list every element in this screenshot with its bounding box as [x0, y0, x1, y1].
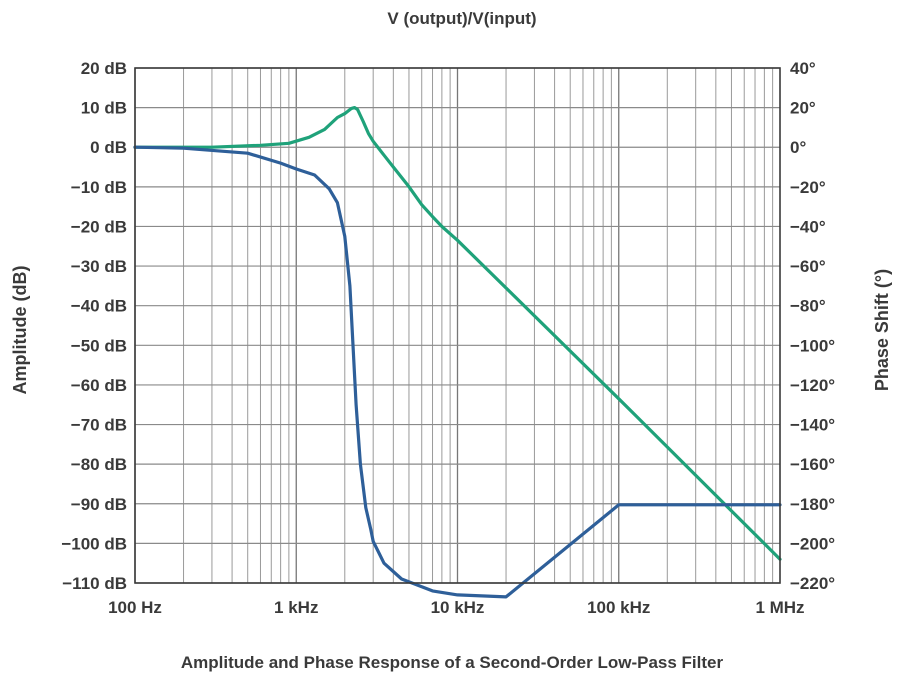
- amplitude-series-line: [133, 105, 782, 561]
- y-left-tick-label: 10 dB: [81, 99, 127, 118]
- x-tick-label: 1 MHz: [755, 598, 804, 617]
- y-left-tick-label: −10 dB: [71, 178, 127, 197]
- chart-caption: Amplitude and Phase Response of a Second…: [181, 653, 724, 672]
- plot-frame: [134, 67, 781, 584]
- y-axis-right-title: Phase Shift (°): [872, 269, 892, 391]
- y-left-tick-label: 20 dB: [81, 59, 127, 78]
- x-tick-label: 100 kHz: [587, 598, 650, 617]
- y-right-tick-label: 0°: [790, 138, 806, 157]
- gridlines: [134, 67, 780, 584]
- y-right-tick-label: −140°: [790, 416, 835, 435]
- y-left-tick-label: −110 dB: [62, 574, 127, 593]
- y-left-tick-labels: 20 dB 10 dB 0 dB −10 dB −20 dB −30 dB −40 dB −5…: [61, 59, 127, 593]
- x-tick-label: 10 kHz: [431, 598, 485, 617]
- y-right-tick-label: −80°: [790, 297, 826, 316]
- y-right-tick-label: −180°: [790, 495, 835, 514]
- y-right-tick-label: −20°: [790, 178, 826, 197]
- y-right-tick-label: 40°: [790, 59, 816, 78]
- x-tick-label: 100 Hz: [108, 598, 162, 617]
- y-left-tick-label: −100 dB: [61, 534, 127, 553]
- series-lines: [133, 105, 782, 599]
- x-tick-label: 1 kHz: [274, 598, 318, 617]
- y-left-tick-label: −70 dB: [71, 416, 127, 435]
- phase-series-line: [133, 145, 782, 599]
- y-left-tick-label: −50 dB: [71, 336, 127, 355]
- y-right-tick-label: −120°: [790, 376, 835, 395]
- y-right-tick-labels: 40° 20° 0° −20° −40° −60° −80° −100° −120° −140° −…: [790, 59, 835, 593]
- y-left-tick-label: −60 dB: [71, 376, 127, 395]
- y-left-tick-label: 0 dB: [90, 138, 127, 157]
- y-right-tick-label: −60°: [790, 257, 826, 276]
- y-left-tick-label: −40 dB: [71, 297, 127, 316]
- y-right-tick-label: −40°: [790, 217, 826, 236]
- chart-title: V (output)/V(input): [387, 9, 536, 28]
- y-right-tick-label: 20°: [790, 99, 816, 118]
- y-left-tick-label: −20 dB: [71, 217, 127, 236]
- y-right-tick-label: −100°: [790, 336, 835, 355]
- y-left-tick-label: −80 dB: [71, 455, 127, 474]
- x-tick-labels: 100 Hz 1 kHz 10 kHz 100 kHz 1 MHz: [108, 598, 805, 617]
- y-axis-left-title: Amplitude (dB): [10, 266, 30, 395]
- y-right-tick-label: −220°: [790, 574, 835, 593]
- y-left-tick-label: −30 dB: [71, 257, 127, 276]
- y-left-tick-label: −90 dB: [71, 495, 127, 514]
- y-right-tick-label: −160°: [790, 455, 835, 474]
- y-right-tick-label: −200°: [790, 534, 835, 553]
